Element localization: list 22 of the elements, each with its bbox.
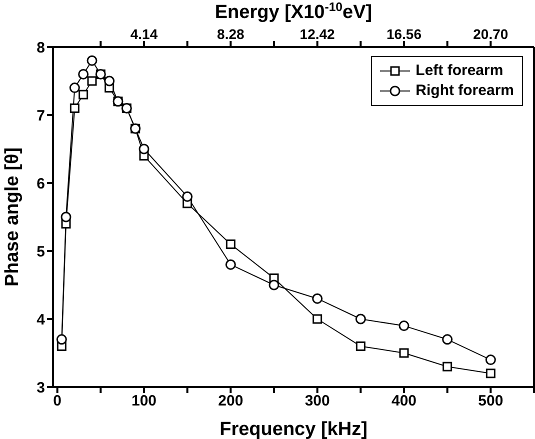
x2-tick-label: 8.28 (217, 26, 245, 42)
x-axis-title: Frequency [kHz] (220, 419, 368, 439)
legend-label: Left forearm (416, 61, 504, 81)
y-tick-label: 3 (36, 379, 45, 396)
y-axis-title: Phase angle [θ] (2, 147, 23, 287)
y-tick-label: 6 (36, 175, 45, 192)
x2-tick-label: 4.14 (130, 26, 158, 42)
x-tick-label: 100 (131, 392, 157, 410)
y-tick-label: 5 (36, 243, 45, 260)
x-tick-label: 300 (304, 392, 330, 410)
x-tick-label: 200 (218, 392, 244, 410)
x2-tick-label: 12.42 (300, 26, 336, 42)
x2-axis-title: Energy [X10$^{-10}$eV] (214, 0, 372, 23)
y-tick-label: 4 (36, 311, 46, 328)
y-tick-label: 7 (36, 107, 45, 124)
x2-tick-label: 20.70 (473, 26, 508, 42)
x-tick-label: 0 (53, 392, 62, 410)
x-tick-label: 500 (478, 392, 504, 410)
x-tick-label: 400 (391, 392, 417, 410)
legend-label: Right forearm (416, 81, 514, 101)
x2-tick-label: 16.56 (386, 26, 422, 42)
y-tick-label: 8 (36, 39, 45, 56)
